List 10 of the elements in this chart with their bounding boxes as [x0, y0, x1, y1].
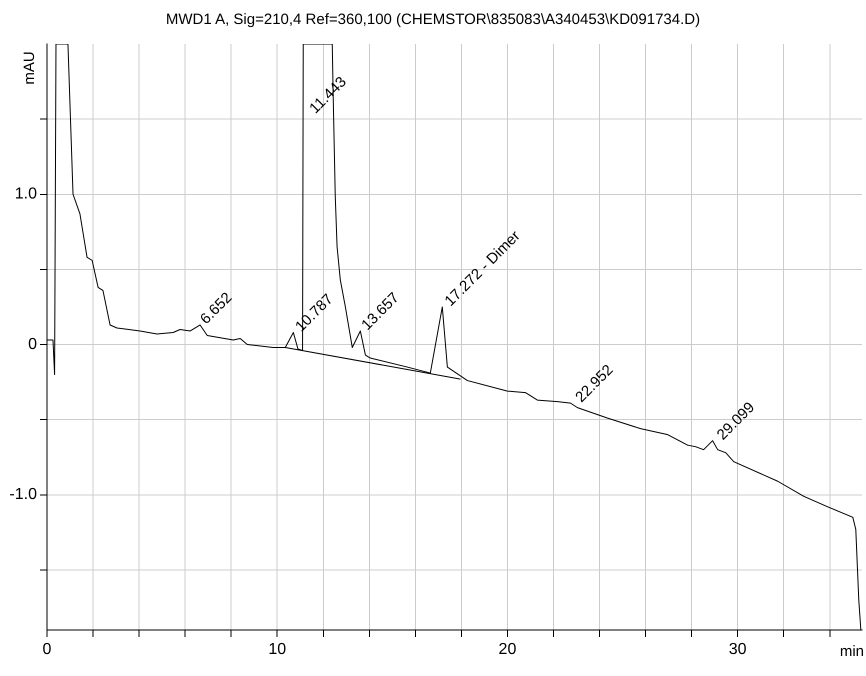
y-tick-label: 1.0	[14, 186, 38, 203]
x-axis-title: min	[840, 643, 864, 660]
y-tick-label: 0	[28, 336, 38, 353]
x-tick-label: 30	[728, 641, 747, 658]
chart-title: MWD1 A, Sig=210,4 Ref=360,100 (CHEMSTOR\835083\A340453\KD091734.D)	[166, 11, 700, 28]
x-tick-label: 20	[498, 641, 516, 658]
x-tick-label: 0	[42, 641, 52, 658]
x-tick-label: 10	[268, 641, 286, 658]
y-tick-label: -1.0	[9, 486, 38, 504]
y-axis-title: mAU	[21, 51, 38, 85]
